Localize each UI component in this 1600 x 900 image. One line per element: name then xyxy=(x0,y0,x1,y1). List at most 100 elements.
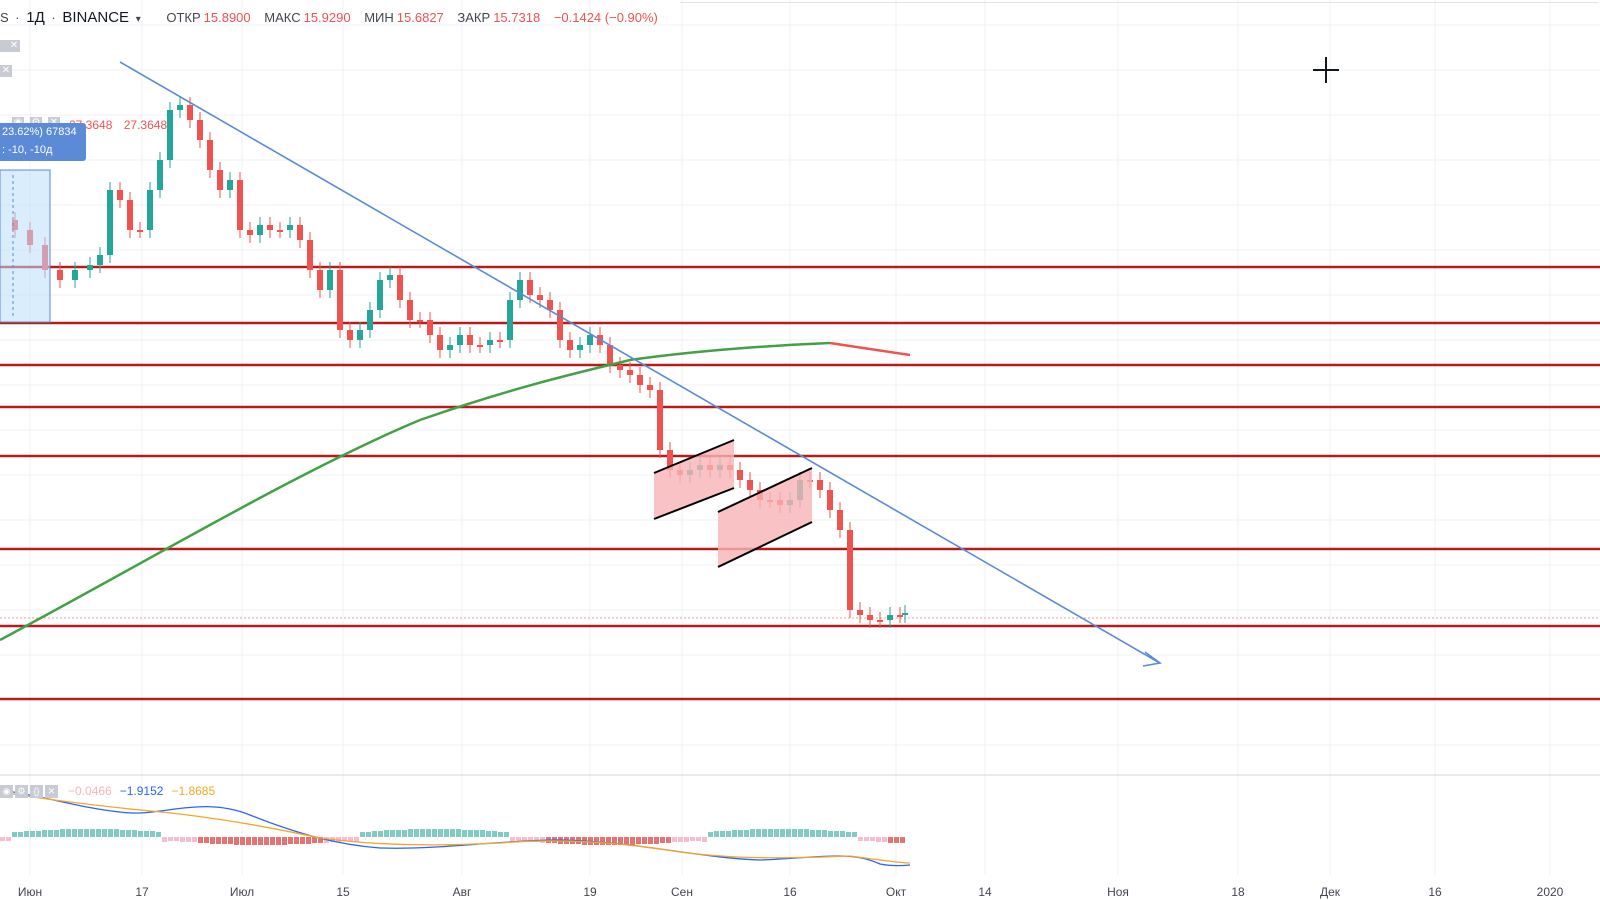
macd-histogram-bar xyxy=(732,830,737,837)
macd-histogram-bar xyxy=(372,831,377,837)
macd-histogram-bar xyxy=(48,830,53,837)
candle-down xyxy=(497,340,503,342)
macd-histogram-bar xyxy=(24,831,29,837)
candle-up xyxy=(327,270,333,290)
macd-histogram-bar xyxy=(414,829,419,837)
axis-tick-label: Ноя xyxy=(1107,885,1129,899)
candle-up xyxy=(517,280,523,300)
macd-histogram-bar xyxy=(486,831,491,837)
caret-down-icon[interactable]: ▾ xyxy=(135,14,141,25)
candle-down xyxy=(617,365,623,370)
macd-histogram-bar xyxy=(222,837,227,844)
macd-histogram-bar xyxy=(726,831,731,837)
candle-down xyxy=(337,270,343,330)
macd-histogram-bar xyxy=(852,832,857,837)
ma-tail xyxy=(829,341,911,357)
measure-line2: : -10, -10д xyxy=(2,144,53,156)
candle-down xyxy=(207,140,213,170)
close-icon[interactable]: ✕ xyxy=(0,65,12,77)
candle-up xyxy=(227,180,233,190)
macd-histogram-bar xyxy=(708,832,713,837)
macd-histogram-bar xyxy=(468,830,473,837)
macd-histogram-bar xyxy=(762,829,767,837)
eye-icon[interactable]: ◉ xyxy=(0,784,13,798)
flag-edge xyxy=(653,439,735,474)
macd-histogram-bar xyxy=(660,837,665,843)
candle-down xyxy=(427,320,433,335)
macd-histogram-bar xyxy=(42,830,47,837)
measure-area xyxy=(0,169,51,323)
exchange[interactable]: BINANCE xyxy=(62,9,130,26)
candle-up xyxy=(587,335,593,345)
close-icon[interactable]: ✕ xyxy=(8,40,20,52)
macd-histogram-bar xyxy=(714,831,719,837)
macd-histogram-bar xyxy=(168,837,173,841)
macd-histogram-bar xyxy=(750,829,755,837)
candle-down xyxy=(667,450,673,470)
candle-down xyxy=(127,200,133,230)
macd-signal-value: −1.8685 xyxy=(171,784,216,798)
macd-histogram-bar xyxy=(30,831,35,837)
macd-histogram-bar xyxy=(204,837,209,843)
close-icon[interactable]: ✕ xyxy=(45,784,58,798)
macd-histogram-bar xyxy=(516,837,521,841)
indicator-value: 27.3648 xyxy=(123,118,168,132)
candle-up xyxy=(87,265,93,270)
macd-histogram-bar xyxy=(876,837,881,842)
candle-down xyxy=(57,270,63,280)
macd-histogram-bar xyxy=(78,829,83,837)
candle-down xyxy=(397,275,403,300)
macd-histogram-bar xyxy=(870,837,875,841)
candle-down xyxy=(477,345,483,347)
macd-histogram-bar xyxy=(426,829,431,837)
macd-histogram-bar xyxy=(828,831,833,837)
braces-icon[interactable]: {} xyxy=(30,784,43,798)
macd-histogram-bar xyxy=(402,830,407,837)
candle-up xyxy=(157,160,163,190)
candle-down xyxy=(547,300,553,310)
macd-histogram-bar xyxy=(18,832,23,837)
interval[interactable]: 1Д xyxy=(26,9,45,26)
macd-histogram-bar xyxy=(438,829,443,837)
candle-up xyxy=(72,270,78,280)
candle-up xyxy=(447,345,453,350)
trend-line-segment xyxy=(119,61,1159,663)
macd-histogram-bar xyxy=(480,830,485,837)
macd-histogram-bar xyxy=(630,837,635,845)
candle-down xyxy=(737,470,743,480)
candle-down xyxy=(837,510,843,530)
ohlc-low-value: 15.6827 xyxy=(396,10,444,25)
macd-legend: ◉ ⚙ {} ✕ −0.0466 −1.9152 −1.8685 xyxy=(0,784,215,798)
candle-down xyxy=(467,335,473,345)
candle-down xyxy=(857,610,863,615)
macd-histogram-bar xyxy=(186,837,191,842)
macd-histogram-bar xyxy=(618,837,623,845)
candle-down xyxy=(637,375,643,385)
macd-histogram-bar xyxy=(54,830,59,837)
gear-icon[interactable]: ⚙ xyxy=(15,784,28,798)
macd-histogram-bar xyxy=(834,831,839,837)
candle-down xyxy=(137,230,143,232)
macd-histogram-bar xyxy=(666,837,671,843)
macd-histogram-bar xyxy=(648,837,653,844)
macd-histogram-bar xyxy=(456,829,461,837)
candle-up xyxy=(902,613,908,615)
symbol-fragment[interactable]: S xyxy=(0,10,9,25)
candle-down xyxy=(827,490,833,510)
macd-histogram-bar xyxy=(756,829,761,837)
candle-down xyxy=(307,240,313,270)
macd-histogram-bar xyxy=(900,837,905,843)
macd-histogram-bar xyxy=(288,837,293,844)
candle-up xyxy=(97,255,103,265)
candle-down xyxy=(277,230,283,232)
candle-down xyxy=(437,335,443,350)
candle-down xyxy=(647,385,653,390)
macd-histogram-bar xyxy=(744,830,749,837)
macd-histogram-bar xyxy=(102,829,107,837)
macd-histogram-bar xyxy=(696,837,701,841)
macd-histogram-bar xyxy=(258,837,263,845)
trend-line xyxy=(119,61,1162,667)
measure-zone xyxy=(0,169,51,323)
macd-histogram-bar xyxy=(690,837,695,841)
